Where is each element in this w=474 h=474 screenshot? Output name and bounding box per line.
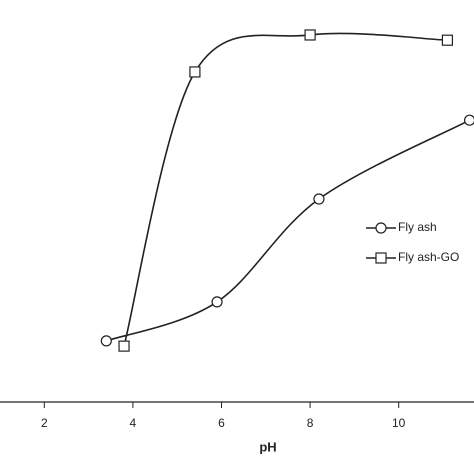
x-tick-label: 10: [392, 416, 406, 430]
series-line: [123, 32, 448, 347]
x-tick-label: 6: [218, 416, 225, 430]
series-line: [106, 119, 470, 342]
marker: [441, 34, 454, 46]
marker: [463, 114, 474, 126]
legend-marker: [375, 252, 387, 264]
x-tick-label: 8: [307, 416, 314, 430]
x-axis-label: pH: [259, 439, 276, 454]
legend-label: Fly ash: [398, 220, 437, 234]
marker: [189, 66, 201, 78]
x-tick-label: 2: [41, 416, 48, 430]
marker: [118, 340, 130, 352]
marker: [304, 29, 316, 41]
marker: [313, 193, 325, 205]
x-tick-label: 4: [130, 416, 137, 430]
marker: [211, 296, 223, 308]
marker: [100, 335, 112, 347]
legend-label: Fly ash-GO: [398, 250, 459, 264]
legend-marker: [375, 222, 387, 234]
